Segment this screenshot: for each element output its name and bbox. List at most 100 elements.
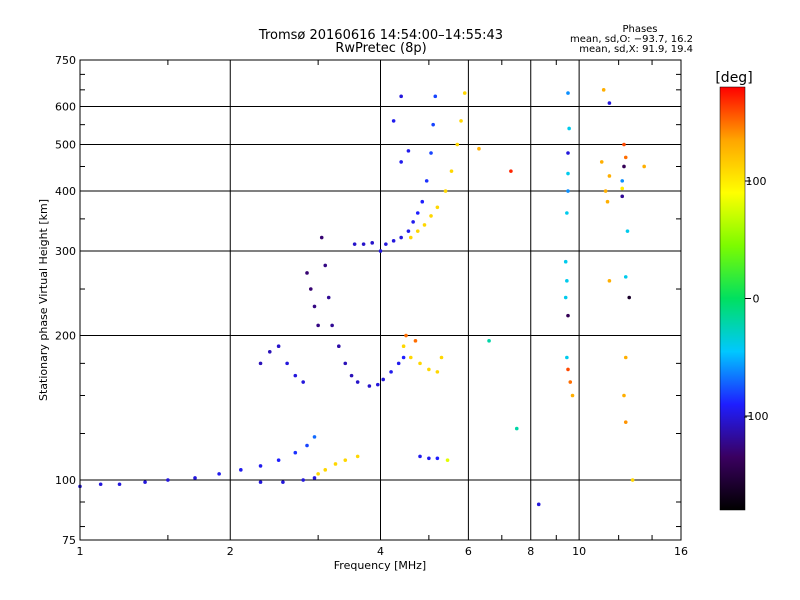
y-tick-label: 500 <box>55 139 76 152</box>
data-point <box>565 279 569 283</box>
y-tick-label: 300 <box>55 245 76 258</box>
data-point <box>462 91 467 95</box>
data-point <box>316 323 320 328</box>
data-point <box>607 174 612 178</box>
data-point <box>258 480 263 484</box>
data-point <box>375 382 380 387</box>
data-point <box>623 155 628 160</box>
data-point <box>622 164 626 169</box>
data-point <box>316 472 320 476</box>
chart-title: Tromsø 20160616 14:54:00–14:55:43 <box>258 28 503 43</box>
stats-title: Phases <box>622 24 657 35</box>
data-points <box>78 88 646 507</box>
x-tick-label: 10 <box>572 545 586 558</box>
data-point <box>305 443 309 448</box>
data-point <box>389 370 393 374</box>
data-point <box>343 458 348 462</box>
data-point <box>566 151 570 155</box>
data-point <box>330 323 334 328</box>
data-point <box>401 355 406 360</box>
data-point <box>323 263 328 268</box>
y-axis-label: Stationary phase Virtual Height [km] <box>37 199 50 401</box>
data-point <box>411 220 415 224</box>
data-point <box>301 478 305 482</box>
colorbar-tick-label: 100 <box>746 175 767 188</box>
data-point <box>337 344 341 349</box>
stats-line-o: mean, sd,O: −93.7, 16.2 <box>570 34 693 45</box>
data-point <box>406 149 411 153</box>
data-point <box>384 242 388 246</box>
data-point <box>422 223 427 227</box>
data-point <box>620 186 625 191</box>
data-point <box>563 295 568 300</box>
data-point <box>355 380 360 384</box>
data-point <box>487 339 491 343</box>
data-point <box>625 229 630 233</box>
data-point <box>439 355 444 360</box>
data-point <box>408 355 413 360</box>
data-point <box>285 361 289 366</box>
data-point <box>378 249 383 253</box>
data-point <box>312 476 317 480</box>
data-point <box>605 199 610 204</box>
data-point <box>570 393 575 398</box>
grid-lines <box>79 59 682 541</box>
data-point <box>399 235 403 240</box>
data-point <box>627 295 632 300</box>
data-point <box>427 367 431 372</box>
data-point <box>343 361 348 366</box>
data-point <box>355 454 360 459</box>
data-point <box>623 355 628 360</box>
data-point <box>166 478 170 482</box>
data-point <box>401 344 406 349</box>
x-tick-label: 6 <box>465 545 472 558</box>
data-point <box>408 235 413 240</box>
colorbar-ticks: 100 0 -100 <box>744 175 769 423</box>
data-point <box>429 214 433 218</box>
stats-line-x: mean, sd,X: 91.9, 19.4 <box>579 44 693 55</box>
data-point <box>642 164 646 169</box>
data-point <box>435 370 440 374</box>
data-point <box>435 456 440 461</box>
data-point <box>381 377 385 382</box>
data-point <box>565 211 569 215</box>
data-point <box>620 194 625 199</box>
data-point <box>418 361 422 366</box>
x-tick-label: 1 <box>77 545 84 558</box>
data-point <box>413 339 418 343</box>
data-point <box>607 101 612 105</box>
data-point <box>459 119 463 123</box>
data-point <box>435 205 440 210</box>
data-point <box>98 482 103 487</box>
y-tick-label: 600 <box>55 101 76 114</box>
data-point <box>433 94 438 99</box>
data-point <box>396 361 401 366</box>
data-point <box>305 271 309 275</box>
data-point <box>623 420 628 424</box>
data-point <box>418 454 422 459</box>
data-point <box>566 91 570 95</box>
data-point <box>406 229 411 233</box>
data-point <box>293 373 298 378</box>
x-axis-label: Frequency [MHz] <box>334 559 426 572</box>
data-point <box>367 384 372 388</box>
data-point <box>566 171 570 176</box>
data-point <box>391 119 396 123</box>
data-point <box>563 259 568 264</box>
data-point <box>193 476 197 480</box>
data-point <box>509 169 513 173</box>
data-point <box>361 242 366 246</box>
data-point <box>429 151 433 155</box>
data-point <box>349 373 354 378</box>
data-point <box>391 239 396 243</box>
x-tick-label: 4 <box>377 545 384 558</box>
data-point <box>319 235 324 240</box>
data-point <box>258 464 263 468</box>
x-axis-ticks: 1 2 4 6 8 10 16 <box>77 545 689 558</box>
y-tick-label: 200 <box>55 330 76 343</box>
data-point <box>445 458 450 462</box>
data-point <box>312 304 317 309</box>
data-point <box>415 229 420 233</box>
y-tick-label: 400 <box>55 185 76 198</box>
colorbar-label: [deg] <box>715 70 752 86</box>
